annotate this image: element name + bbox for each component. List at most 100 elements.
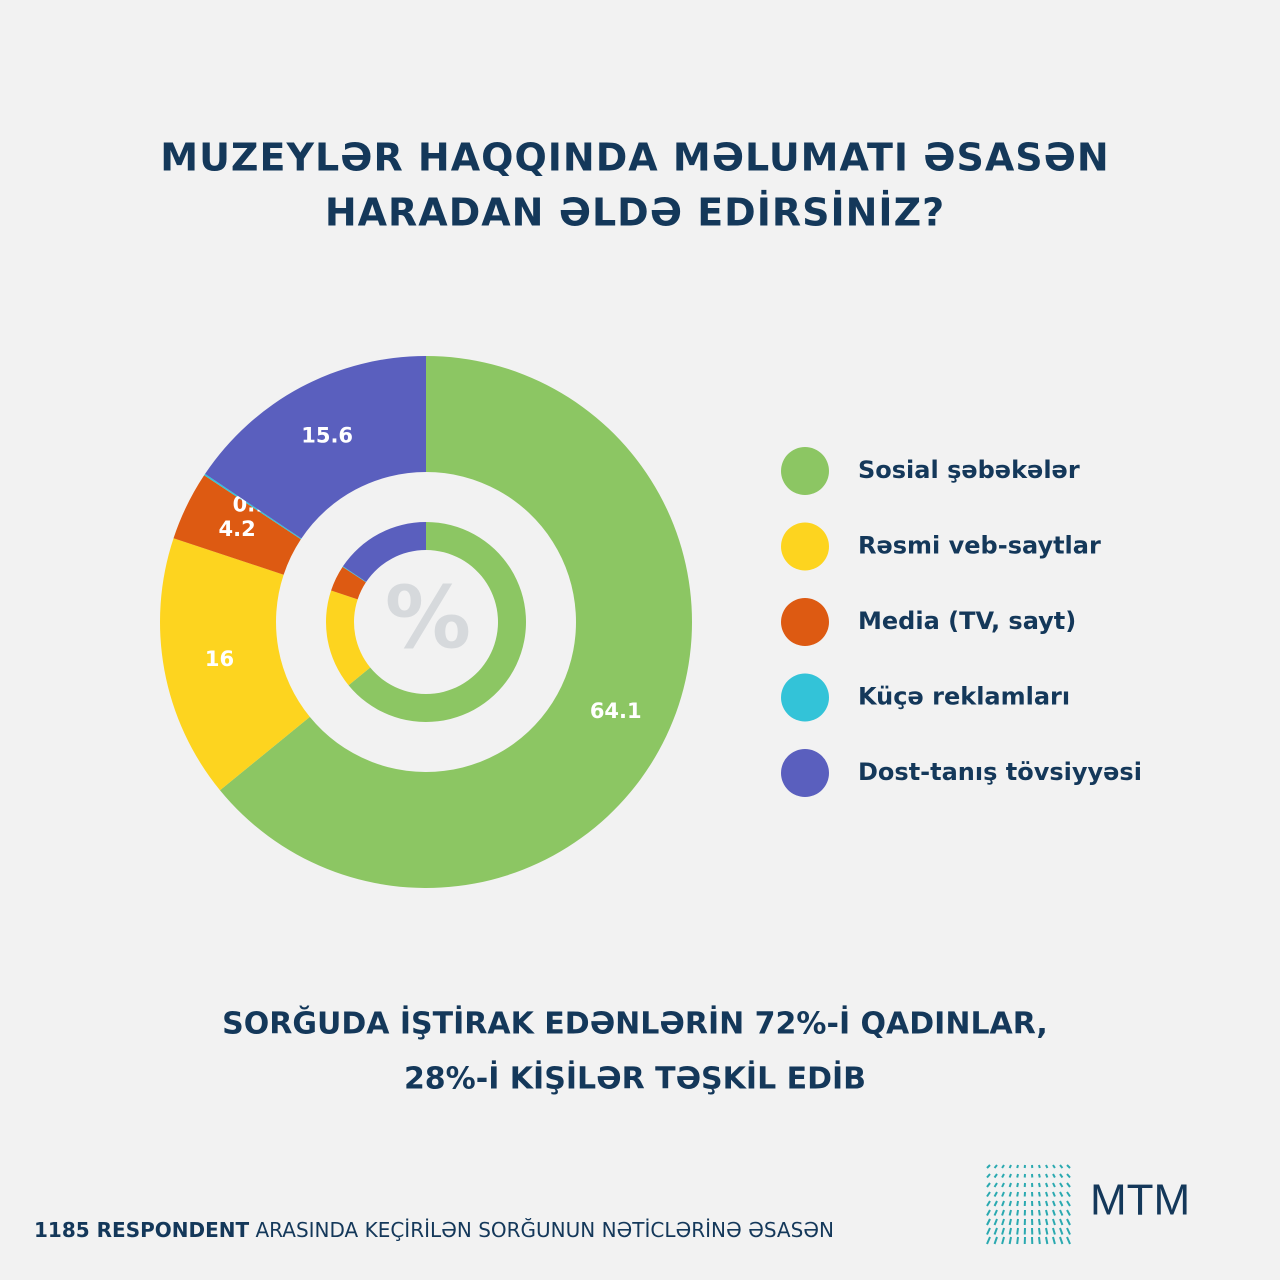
logo-dash [1001,1164,1005,1169]
data-label: 15.6 [301,424,353,448]
donut-segment [219,356,692,888]
logo-dash [1045,1227,1049,1235]
logo-dash [1008,1218,1012,1226]
logo-dash [1038,1182,1041,1188]
data-label: 4.2 [219,517,256,541]
logo-dash [1008,1191,1012,1197]
logo-dash [1045,1182,1049,1188]
logo-dash [1016,1218,1019,1226]
donut-segment [205,356,426,539]
logo-dash [1038,1236,1041,1245]
logo-dash [1066,1209,1071,1216]
legend-label: Rəsmi veb-saytlar [858,532,1101,560]
legend-swatch [781,749,829,797]
logo-dash [986,1227,991,1235]
data-label: 64.1 [590,699,642,723]
logo-dash [986,1236,991,1245]
legend-label: Dost-tanış tövsiyyəsi [858,758,1142,786]
logo-dash [1066,1236,1071,1245]
logo-dash [986,1200,991,1207]
logo-text: MTM [1090,1176,1190,1225]
logo-dash [1045,1191,1049,1197]
logo-dash [1008,1200,1012,1207]
logo-dash [986,1218,991,1226]
logo-dash [1008,1209,1012,1216]
logo-dash [1052,1191,1056,1197]
center-label: % [385,568,471,668]
logo-dash [993,1182,998,1188]
inner-segment [342,566,367,583]
logo-dash [1066,1200,1071,1207]
inner-segment [342,522,426,582]
logo-dash [1052,1218,1056,1226]
logo-dash [1052,1173,1056,1178]
logo-dash [1059,1182,1064,1188]
legend-label: Media (TV, sayt) [858,607,1076,635]
logo-dash [1038,1191,1041,1197]
inner-segment [331,566,366,600]
logo-dash [1038,1164,1041,1169]
logo-dash [1066,1164,1071,1169]
legend-label: Küçə reklamları [858,683,1070,711]
donut-segment [204,473,302,540]
logo-dash [1066,1218,1071,1226]
logo-dash [1045,1236,1049,1245]
logo-dash [1001,1191,1005,1197]
logo-dash [1059,1164,1064,1169]
footer: 1185 RESPONDENT ARASINDA KEÇİRİLƏN SORĞU… [34,1218,834,1242]
logo-dash [1038,1209,1041,1216]
note-line: SORĞUDA İŞTİRAK EDƏNLƏRİN 72%-İ QADINLAR… [222,1005,1048,1042]
legend-label: Sosial şəbəkələr [858,456,1080,484]
logo-dash [986,1182,991,1188]
logo-dash [1052,1227,1056,1235]
logo-dash [1059,1173,1064,1179]
logo-dash [986,1191,991,1198]
logo-dash [1038,1200,1041,1207]
logo-dash [1066,1173,1071,1179]
logo-dash [1045,1164,1049,1169]
logo-dash [986,1164,991,1169]
logo-dash [1052,1200,1056,1207]
legend-swatch [781,522,829,571]
logo-dash [993,1200,998,1207]
title-line: HARADAN ƏLDƏ EDİRSİNİZ? [325,191,945,235]
logo-dash [1001,1209,1005,1216]
logo-dash [1045,1173,1049,1178]
logo-dash [1001,1182,1005,1188]
logo-dash [1066,1182,1071,1188]
logo-dash [1001,1173,1005,1178]
logo-dash [1052,1209,1056,1216]
legend-swatch [781,447,829,495]
logo-dash [986,1173,991,1179]
logo-dash [993,1227,998,1235]
logo-dash [1008,1236,1012,1245]
logo-dash [993,1209,998,1216]
logo-dash [993,1236,998,1245]
donut-segment [173,475,301,575]
logo-dash [1016,1182,1019,1188]
logo-dash [1059,1191,1064,1197]
logo-dash [1016,1164,1019,1169]
logo-dash [1038,1227,1041,1235]
logo-dash [1059,1236,1064,1245]
logo-dash [1045,1200,1049,1207]
logo-dash [1008,1227,1012,1235]
logo-dash [1016,1227,1019,1235]
logo-dash [1059,1209,1064,1216]
logo-dash [1045,1209,1049,1216]
logo-dash [1008,1164,1012,1169]
logo-dash [1016,1236,1019,1245]
logo-dash [1001,1200,1005,1207]
logo-dash [1008,1173,1012,1178]
logo-dash [1016,1200,1019,1207]
logo-dash [1001,1227,1005,1235]
logo-dash [993,1164,998,1169]
note-line: 28%-İ KİŞİLƏR TƏŞKİL EDİB [404,1061,866,1097]
logo-dash [1059,1200,1064,1207]
data-label: 16 [205,647,234,671]
inner-segment [348,522,526,722]
logo-dash [1045,1218,1049,1226]
logo-dash [986,1209,991,1216]
logo-dash [1059,1227,1064,1235]
